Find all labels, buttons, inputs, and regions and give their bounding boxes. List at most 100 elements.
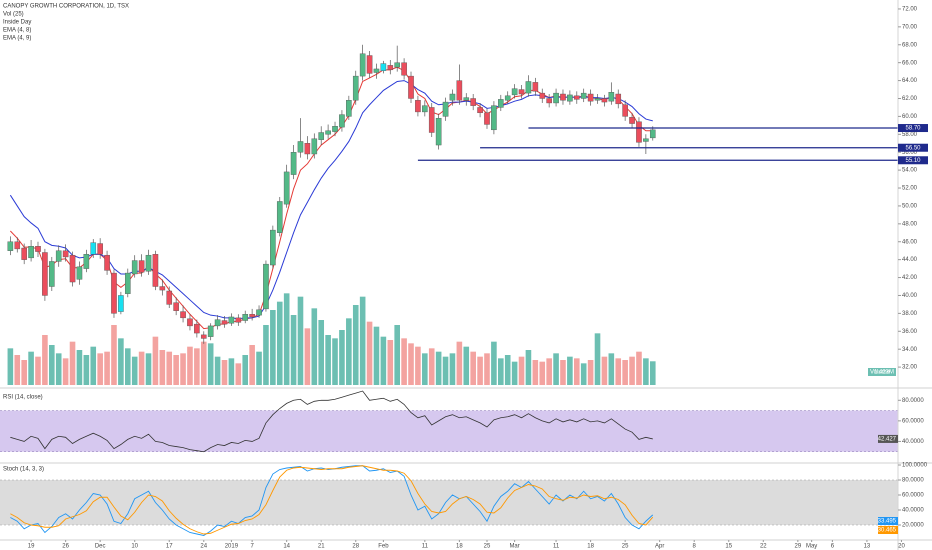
candle-body — [249, 314, 255, 318]
candle-body — [532, 82, 539, 92]
candle-body — [580, 92, 587, 99]
volume-bar — [221, 360, 228, 385]
candle-body — [62, 250, 69, 258]
volume-bar — [200, 341, 207, 385]
y-tick-label: 64.00 — [902, 78, 918, 84]
stoch-tag-value: 33.495 — [878, 519, 897, 525]
candle-body — [104, 254, 110, 271]
y-tick-label: 56.00 — [902, 150, 918, 156]
volume-bar — [152, 336, 159, 385]
candle-body — [373, 68, 380, 73]
volume-bar — [97, 353, 103, 385]
volume-bar — [270, 310, 276, 385]
x-tick-label: Dec — [95, 544, 106, 550]
candle-body — [553, 92, 559, 104]
candle-body — [608, 92, 615, 102]
volume-bar — [643, 358, 649, 385]
x-tick-label: 20 — [898, 544, 905, 550]
candle-body — [643, 138, 649, 142]
x-tick-label: 6 — [831, 544, 835, 550]
y-tick-label: 46.00 — [902, 239, 918, 245]
volume-bar — [359, 296, 366, 385]
x-tick-label: 10 — [131, 544, 138, 550]
y-tick-label: 44.00 — [902, 257, 918, 263]
volume-bar — [69, 341, 76, 385]
volume-tag — [868, 368, 896, 376]
volume-bar — [594, 333, 601, 385]
volume-bar — [352, 305, 359, 385]
volume-bar — [518, 356, 525, 385]
volume-bar — [325, 335, 331, 385]
x-tick-label: 21 — [318, 544, 325, 550]
y-tick-label: 36.00 — [902, 329, 918, 335]
y-tick-label: 38.00 — [902, 311, 918, 317]
volume-bar — [49, 345, 55, 385]
rsi-tag-value: 42.427 — [878, 437, 897, 443]
candle-body — [435, 117, 442, 146]
rsi-tick-label: 60.0000 — [902, 418, 924, 424]
candle-body — [90, 242, 97, 255]
volume-bar — [304, 328, 311, 385]
volume-bar — [435, 351, 442, 385]
candle-body — [173, 302, 179, 311]
y-tick-label: 72.00 — [902, 7, 918, 13]
level-tag — [898, 124, 928, 133]
level-tag-label: 56.50 — [905, 145, 921, 151]
volume-bar — [587, 360, 594, 385]
volume-bar — [636, 351, 642, 385]
candle-body — [484, 112, 490, 125]
candle-body — [35, 246, 41, 252]
y-tick-label: 68.00 — [902, 42, 918, 48]
volume-tag-name: Volume — [870, 370, 891, 376]
y-tick-label: 50.00 — [902, 204, 918, 210]
volume-bar — [573, 358, 580, 385]
volume-bar — [276, 301, 283, 385]
y-tick-label: 40.00 — [902, 293, 918, 299]
x-tick-label: 29 — [794, 544, 801, 550]
stoch-legend: Stoch (14, 3, 3) — [3, 467, 44, 473]
candle-body — [491, 105, 497, 131]
x-tick-label: 17 — [166, 544, 173, 550]
candle-body — [463, 97, 470, 101]
volume-bar — [159, 350, 166, 385]
candle-body — [387, 65, 394, 71]
candle-body — [145, 254, 152, 272]
x-tick-label: 11 — [422, 544, 429, 550]
volume-bar — [173, 355, 179, 385]
volume-bar — [463, 346, 470, 385]
x-tick-label: 7 — [250, 544, 254, 550]
candle-body — [518, 89, 525, 95]
y-tick-label: 34.00 — [902, 347, 918, 353]
x-tick-label: 22 — [760, 544, 767, 550]
volume-bar — [14, 355, 21, 385]
candle-body — [339, 114, 345, 128]
volume-bar — [318, 320, 325, 385]
rsi-line — [10, 390, 653, 453]
candle-body — [394, 62, 400, 68]
volume-bar — [55, 353, 62, 385]
volume-bar — [228, 358, 235, 385]
volume-bar — [649, 361, 656, 385]
volume-bar — [456, 341, 463, 385]
candle-body — [7, 241, 14, 251]
candle-body — [187, 318, 193, 327]
rsi-tick-label: 40.0000 — [902, 439, 924, 445]
volume-bar — [207, 343, 214, 385]
volume-bar — [401, 338, 407, 385]
rsi-tick-label: 80.0000 — [902, 398, 924, 404]
volume-bar — [76, 350, 83, 385]
volume-bar — [387, 340, 394, 385]
x-tick-label: 26 — [62, 544, 69, 550]
candle-body — [511, 88, 518, 96]
candle-body — [352, 75, 359, 101]
chart-title: CANOPY GROWTH CORPORATION, 1D, TSX — [3, 4, 129, 10]
x-tick-label: 2019 — [225, 544, 239, 550]
candle-body — [359, 53, 366, 77]
candle-body — [401, 62, 407, 76]
volume-bar — [601, 356, 608, 385]
x-tick-label: 13 — [864, 544, 871, 550]
stoch-tick-label: 60.0000 — [902, 493, 924, 499]
x-tick-label: Mar — [509, 544, 519, 550]
volume-bar — [553, 353, 559, 385]
volume-bar — [42, 335, 48, 385]
